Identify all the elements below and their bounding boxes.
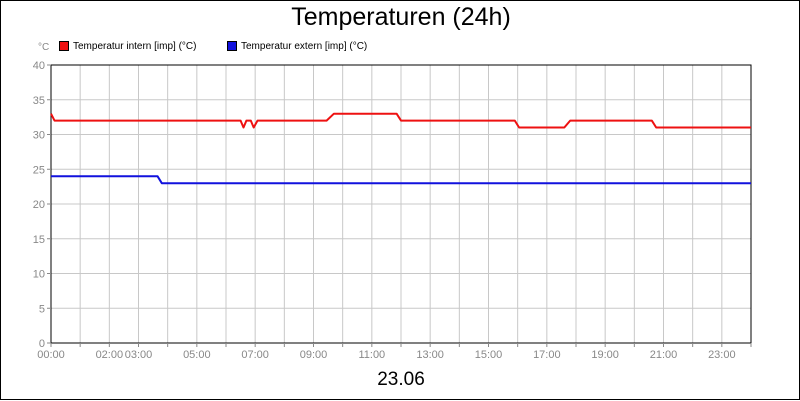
y-tick-label: 25 xyxy=(33,164,45,176)
x-tick-label: 15:00 xyxy=(475,349,503,361)
y-tick-label: 15 xyxy=(33,234,45,246)
y-tick-label: 0 xyxy=(39,338,45,350)
chart-title: Temperaturen (24h) xyxy=(291,3,511,31)
x-tick-label: 09:00 xyxy=(300,349,328,361)
y-tick-label: 30 xyxy=(33,130,45,142)
y-tick-label: 40 xyxy=(33,60,45,72)
x-tick-label: 02:00 xyxy=(96,349,124,361)
legend-label-intern: Temperatur intern [imp] (°C) xyxy=(73,40,197,52)
legend-item-intern: Temperatur intern [imp] (°C) xyxy=(59,39,196,53)
y-tick-label: 35 xyxy=(33,95,45,107)
y-unit-label: °C xyxy=(38,42,50,53)
y-tick-label: 20 xyxy=(33,199,45,211)
x-tick-label: 13:00 xyxy=(416,349,444,361)
x-tick-label: 11:00 xyxy=(358,349,385,361)
x-tick-label: 21:00 xyxy=(650,349,678,361)
legend-label-extern: Temperatur extern [imp] (°C) xyxy=(241,40,368,52)
y-tick-label: 10 xyxy=(33,269,45,281)
legend-swatch-extern xyxy=(227,41,237,51)
x-tick-label: 19:00 xyxy=(591,349,619,361)
x-tick-label: 17:00 xyxy=(533,349,561,361)
x-tick-label: 00:00 xyxy=(37,349,65,361)
legend-item-extern: Temperatur extern [imp] (°C) xyxy=(227,39,367,53)
x-tick-label: 03:00 xyxy=(125,349,153,361)
x-tick-label: 05:00 xyxy=(183,349,211,361)
legend-swatch-intern xyxy=(59,41,69,51)
series-line-extern xyxy=(51,175,751,185)
date-label: 23.06 xyxy=(377,369,425,390)
y-tick-label: 5 xyxy=(39,303,45,315)
x-tick-label: 23:00 xyxy=(708,349,736,361)
x-tick-label: 07:00 xyxy=(241,349,269,361)
series-line-intern xyxy=(50,112,751,129)
